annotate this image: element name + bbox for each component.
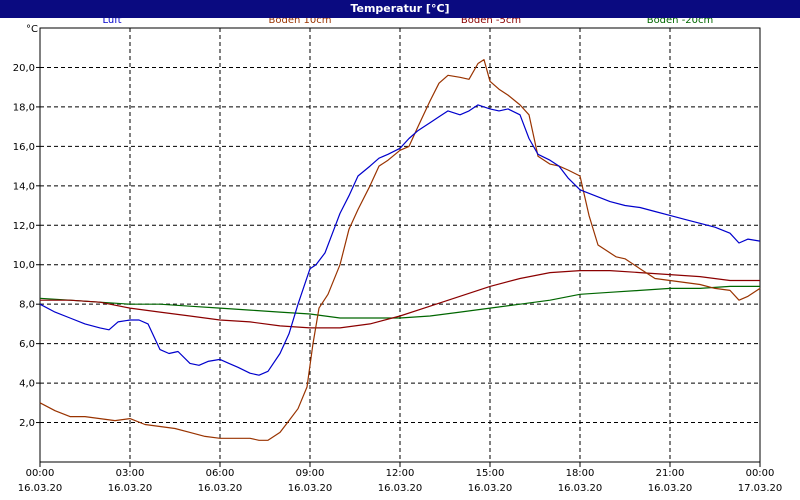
legend-entry: Boden -5cm <box>461 18 521 26</box>
y-tick-label: 2,0 <box>19 418 35 429</box>
y-tick-label: 18,0 <box>13 102 35 113</box>
x-tick-time-label: 06:00 <box>206 468 235 479</box>
y-tick-label: 16,0 <box>13 142 35 153</box>
y-axis-label: °C <box>26 24 38 35</box>
temperature-chart: 2,0 4,0 6,0 8,0 10,0 12,0 14,0 16,0 18,0 20,0 °C 00… <box>13 18 783 494</box>
x-tick-time-label: 12:00 <box>386 468 415 479</box>
chart-title: Temperatur [°C] <box>0 0 800 18</box>
x-tick-time-label: 00:00 <box>746 468 775 479</box>
series-line <box>40 270 760 329</box>
x-tick-date-label: 17.03.20 <box>738 483 783 494</box>
x-tick-time-label: 09:00 <box>296 468 325 479</box>
y-tick-label: 14,0 <box>13 181 35 192</box>
y-tick-label: 8,0 <box>19 300 35 311</box>
x-tick-date-label: 16.03.20 <box>18 483 63 494</box>
legend-entry: Luft <box>103 18 122 26</box>
x-tick-date-label: 16.03.20 <box>108 483 153 494</box>
x-tick-date-label: 16.03.20 <box>378 483 423 494</box>
x-tick-time-label: 15:00 <box>476 468 505 479</box>
series-line <box>39 285 760 319</box>
x-tick-time-label: 03:00 <box>116 468 145 479</box>
y-tick-label: 4,0 <box>19 379 35 390</box>
y-tick-label: 6,0 <box>19 339 35 350</box>
x-tick-time-label: 18:00 <box>566 468 595 479</box>
x-tick-date-label: 16.03.20 <box>468 483 513 494</box>
x-tick-date-label: 16.03.20 <box>288 483 333 494</box>
x-tick-date-label: 16.03.20 <box>648 483 693 494</box>
y-tick-label: 10,0 <box>13 260 35 271</box>
series-line <box>39 58 761 441</box>
x-tick-time-label: 21:00 <box>656 468 685 479</box>
series-line <box>39 104 761 376</box>
x-tick-date-label: 16.03.20 <box>198 483 243 494</box>
x-tick-date-label: 16.03.20 <box>558 483 603 494</box>
legend-entry: Boden 10cm <box>269 18 332 26</box>
x-tick-time-label: 00:00 <box>26 468 55 479</box>
y-tick-label: 12,0 <box>13 221 35 232</box>
y-tick-label: 20,0 <box>13 63 35 74</box>
legend-entry: Boden -20cm <box>647 18 714 26</box>
